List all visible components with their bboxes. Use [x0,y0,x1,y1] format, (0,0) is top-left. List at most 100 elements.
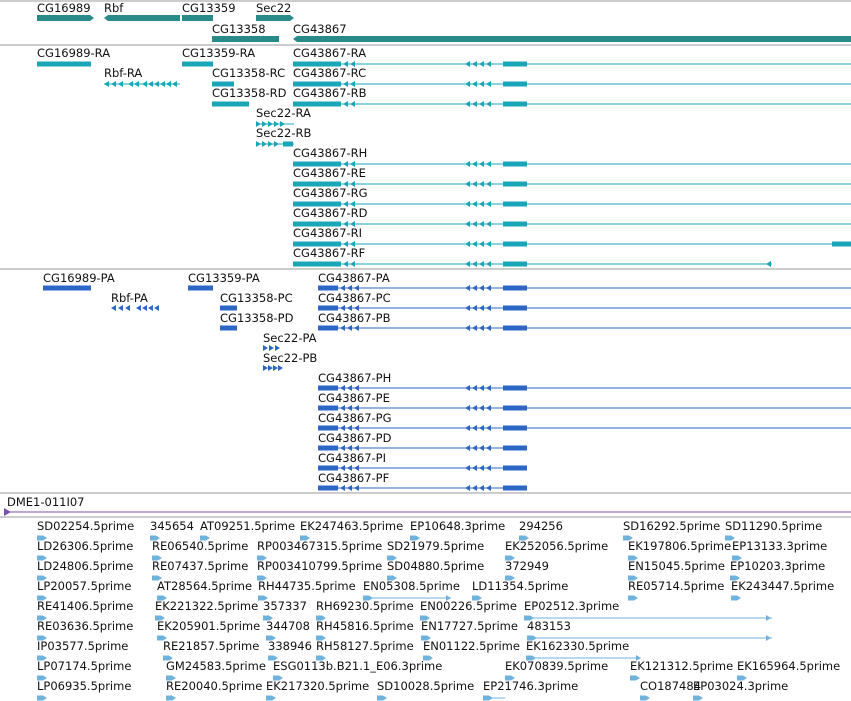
transcript-exon[interactable] [212,101,249,107]
transcript-exon[interactable] [212,81,234,87]
gene-feature[interactable] [37,15,94,21]
est-feature[interactable] [630,675,640,681]
est-feature[interactable] [628,575,638,581]
clone-end[interactable] [4,508,11,516]
gene-label[interactable]: Rbf [104,1,124,15]
est-label[interactable]: RH69230.5prime [316,599,414,613]
transcript-exon[interactable] [293,101,341,107]
est-label[interactable]: LP07174.5prime [37,659,131,673]
est-feature[interactable] [157,595,167,601]
est-label[interactable]: EP10648.3prime [410,519,505,533]
transcript-label[interactable]: Sec22-RB [256,126,311,140]
est-label[interactable]: EK217320.5prime [266,679,369,693]
est-feature[interactable] [505,675,515,681]
transcript-label[interactable]: CG13359-RA [182,46,255,60]
protein-domain[interactable] [503,465,527,471]
gene-label[interactable]: CG13359 [182,1,236,15]
est-feature[interactable] [37,555,47,561]
transcript-exon[interactable] [503,201,527,207]
protein-domain[interactable] [503,385,527,391]
protein-domain[interactable] [318,485,338,491]
est-feature[interactable] [266,695,276,701]
transcript-exon[interactable] [293,261,341,267]
est-label[interactable]: RE20040.5prime [166,679,262,693]
est-label[interactable]: RH45816.5prime [316,619,414,633]
est-label[interactable]: EP02512.3prime [524,599,619,613]
est-label[interactable]: EK252056.5prime [505,539,608,553]
est-feature[interactable] [316,615,326,621]
est-feature[interactable] [166,695,176,701]
transcript-label[interactable]: CG13358-RD [212,86,287,100]
est-label[interactable]: RE06540.5prime [152,539,248,553]
est-label[interactable]: 483153 [527,619,571,633]
protein-domain[interactable] [318,285,338,291]
est-label[interactable]: LP20057.5prime [37,579,131,593]
est-label[interactable]: EK121312.5prime [630,659,733,673]
protein-domain[interactable] [220,325,237,331]
est-feature[interactable] [268,655,278,661]
est-label[interactable]: RH58127.5prime [316,639,414,653]
est-label[interactable]: EK162330.5prime [526,639,629,653]
est-feature[interactable] [37,575,47,581]
transcript-label[interactable]: CG43867-RG [293,186,368,200]
est-label[interactable]: EP10203.3prime [730,559,825,573]
est-feature[interactable] [725,535,735,541]
transcript-exon[interactable] [293,161,341,167]
est-label[interactable]: LP06935.5prime [37,679,131,693]
gene-label[interactable]: Sec22 [256,1,291,15]
est-feature[interactable] [37,635,47,641]
protein-domain[interactable] [318,325,338,331]
est-feature[interactable] [37,695,47,701]
est-feature[interactable] [693,695,703,701]
protein-label[interactable]: CG13358-PD [220,311,294,325]
est-feature[interactable] [505,555,515,561]
est-label[interactable]: AT28564.5prime [157,579,252,593]
est-label[interactable]: EN01122.5prime [423,639,520,653]
protein-label[interactable]: CG16989-PA [43,271,115,285]
est-feature[interactable] [37,615,47,621]
est-feature[interactable] [420,615,430,621]
est-feature[interactable] [730,575,740,581]
est-label[interactable]: GM24583.5prime [166,659,266,673]
est-feature[interactable] [157,635,167,641]
est-feature[interactable] [37,675,47,681]
protein-label[interactable]: CG43867-PG [318,411,392,425]
protein-domain[interactable] [318,305,338,311]
est-label[interactable]: RE41406.5prime [37,599,133,613]
protein-domain[interactable] [503,425,527,431]
transcript-label[interactable]: CG43867-RB [293,86,367,100]
clone-label[interactable]: DME1-011I07 [7,495,85,509]
est-feature[interactable] [273,675,283,681]
est-feature[interactable] [152,575,162,581]
protein-domain[interactable] [188,285,213,291]
est-label[interactable]: LD26306.5prime [37,539,133,553]
transcript-label[interactable]: Rbf-RA [104,66,142,80]
est-feature[interactable] [300,535,310,541]
est-label[interactable]: LD11354.5prime [472,579,568,593]
transcript-exon[interactable] [293,201,341,207]
transcript-exon[interactable] [503,101,527,107]
est-label[interactable]: 338946 [268,639,312,653]
est-label[interactable]: EK221322.5prime [155,599,258,613]
gene-feature[interactable] [182,15,213,21]
est-feature[interactable] [505,575,515,581]
protein-domain[interactable] [318,465,338,471]
est-label[interactable]: EP03024.3prime [693,679,788,693]
gene-feature[interactable] [256,15,294,21]
gene-label[interactable]: CG16989 [37,1,91,15]
transcript-label[interactable]: CG13358-RC [212,66,285,80]
transcript-exon[interactable] [503,241,527,247]
protein-domain[interactable] [43,285,91,291]
est-label[interactable]: SD16292.5prime [623,519,720,533]
est-label[interactable]: IP03577.5prime [37,639,128,653]
gene-feature[interactable] [104,15,180,21]
est-feature[interactable] [257,555,267,561]
protein-label[interactable]: CG13358-PC [220,291,293,305]
est-label[interactable]: RP003467315.5prime [257,539,382,553]
transcript-exon[interactable] [293,81,341,87]
est-feature[interactable] [628,555,638,561]
est-feature[interactable] [316,635,326,641]
transcript-exon[interactable] [283,141,293,147]
est-feature[interactable] [623,535,633,541]
est-feature[interactable] [472,595,482,601]
